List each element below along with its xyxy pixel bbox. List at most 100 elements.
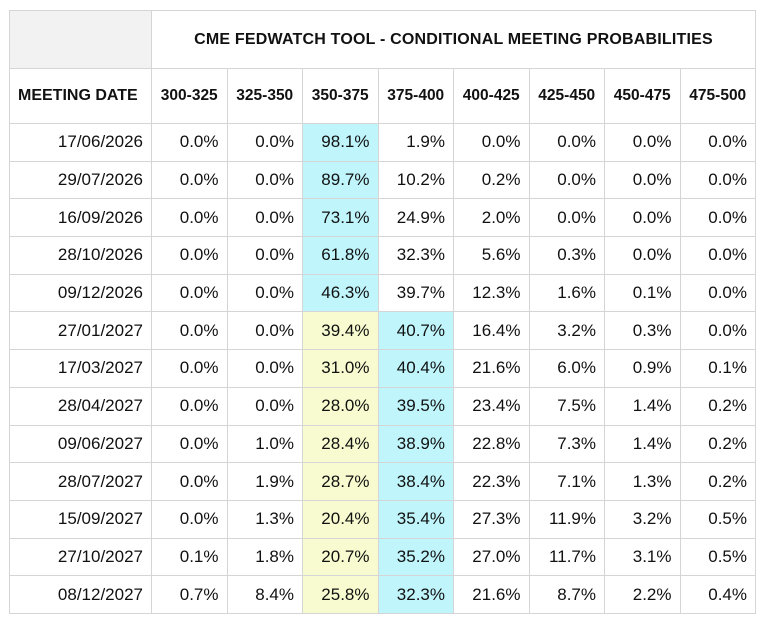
- table-row: 15/09/2027 0.0% 1.3% 20.4% 35.4% 27.3% 11.9% 3.…: [9, 499, 756, 539]
- probability-cell: 1.9%: [226, 462, 303, 501]
- meeting-date-cell: 28/07/2027: [9, 462, 152, 501]
- probability-cell: 32.3%: [377, 575, 454, 614]
- probability-cell: 73.1%: [302, 198, 379, 238]
- probability-cell: 0.1%: [151, 537, 228, 577]
- probability-cell: 1.3%: [226, 499, 303, 539]
- probability-cell: 0.0%: [151, 236, 228, 275]
- meeting-date-cell: 17/06/2026: [9, 123, 152, 162]
- probability-cell: 11.9%: [528, 499, 605, 539]
- probability-cell: 0.0%: [604, 236, 681, 275]
- probability-cell: 38.4%: [377, 462, 454, 501]
- probability-cell: 16.4%: [453, 311, 530, 351]
- meeting-date-cell: 09/06/2027: [9, 424, 152, 464]
- column-header-325-350: 325-350: [226, 68, 303, 124]
- probability-cell: 0.0%: [604, 123, 681, 162]
- probability-cell: 28.4%: [302, 424, 379, 464]
- probability-cell: 0.0%: [679, 273, 756, 313]
- probability-cell: 0.0%: [528, 123, 605, 162]
- probability-cell: 0.0%: [151, 123, 228, 162]
- probability-cell: 20.7%: [302, 537, 379, 577]
- column-header-row: MEETING DATE 300-325 325-350 350-375 375-40…: [9, 68, 756, 124]
- table-row: 28/07/2027 0.0% 1.9% 28.7% 38.4% 22.3% 7.1% 1.3…: [9, 462, 756, 501]
- meeting-date-cell: 09/12/2026: [9, 273, 152, 313]
- probability-cell: 0.0%: [226, 311, 303, 351]
- probability-cell: 0.5%: [679, 499, 756, 539]
- probability-cell: 1.9%: [377, 123, 454, 162]
- meeting-date-cell: 15/09/2027: [9, 499, 152, 539]
- probability-cell: 0.0%: [604, 198, 681, 238]
- probability-cell: 0.0%: [679, 311, 756, 351]
- meeting-date-cell: 28/04/2027: [9, 386, 152, 426]
- probability-cell: 0.0%: [226, 273, 303, 313]
- probability-cell: 46.3%: [302, 273, 379, 313]
- table-row: 16/09/2026 0.0% 0.0% 73.1% 24.9% 2.0% 0.0% 0.0%…: [9, 198, 756, 238]
- column-header-400-425: 400-425: [453, 68, 530, 124]
- table-body: 17/06/2026 0.0% 0.0% 98.1% 1.9% 0.0% 0.0% 0.0% 0…: [9, 123, 756, 614]
- probability-cell: 6.0%: [528, 349, 605, 388]
- probability-cell: 3.2%: [604, 499, 681, 539]
- meeting-date-header: MEETING DATE: [9, 68, 152, 124]
- table-row: 09/12/2026 0.0% 0.0% 46.3% 39.7% 12.3% 1.6% 0.1…: [9, 273, 756, 313]
- probability-cell: 0.0%: [604, 160, 681, 200]
- probability-cell: 0.0%: [151, 349, 228, 388]
- meeting-date-cell: 17/03/2027: [9, 349, 152, 388]
- meeting-date-cell: 28/10/2026: [9, 236, 152, 275]
- probability-cell: 0.0%: [679, 160, 756, 200]
- probability-cell: 22.3%: [453, 462, 530, 501]
- probability-cell: 0.0%: [151, 386, 228, 426]
- probability-cell: 7.1%: [528, 462, 605, 501]
- probability-cell: 0.2%: [679, 424, 756, 464]
- probability-cell: 31.0%: [302, 349, 379, 388]
- probability-cell: 0.0%: [679, 123, 756, 162]
- probability-cell: 27.0%: [453, 537, 530, 577]
- table-row: 28/10/2026 0.0% 0.0% 61.8% 32.3% 5.6% 0.3% 0.0%…: [9, 236, 756, 275]
- meeting-date-cell: 27/10/2027: [9, 537, 152, 577]
- probability-cell: 32.3%: [377, 236, 454, 275]
- probability-cell: 0.0%: [528, 198, 605, 238]
- probability-cell: 0.0%: [453, 123, 530, 162]
- probability-cell: 0.0%: [151, 273, 228, 313]
- probability-cell: 0.0%: [151, 462, 228, 501]
- probability-cell: 0.5%: [679, 537, 756, 577]
- probability-cell: 22.8%: [453, 424, 530, 464]
- probability-cell: 2.0%: [453, 198, 530, 238]
- meeting-date-cell: 27/01/2027: [9, 311, 152, 351]
- meeting-date-cell: 16/09/2026: [9, 198, 152, 238]
- probability-cell: 39.4%: [302, 311, 379, 351]
- column-header-300-325: 300-325: [151, 68, 228, 124]
- probability-cell: 0.0%: [226, 160, 303, 200]
- probability-cell: 0.1%: [604, 273, 681, 313]
- probability-cell: 5.6%: [453, 236, 530, 275]
- table-row: 27/01/2027 0.0% 0.0% 39.4% 40.7% 16.4% 3.2% 0.3…: [9, 311, 756, 351]
- probability-table: CME FEDWATCH TOOL - CONDITIONAL MEETING …: [9, 10, 756, 614]
- probability-cell: 8.4%: [226, 575, 303, 614]
- probability-cell: 0.4%: [679, 575, 756, 614]
- probability-cell: 1.4%: [604, 424, 681, 464]
- probability-cell: 0.0%: [226, 198, 303, 238]
- probability-cell: 7.5%: [528, 386, 605, 426]
- probability-cell: 1.6%: [528, 273, 605, 313]
- probability-cell: 0.2%: [453, 160, 530, 200]
- probability-cell: 0.0%: [151, 160, 228, 200]
- probability-cell: 0.0%: [226, 123, 303, 162]
- column-header-375-400: 375-400: [377, 68, 454, 124]
- probability-cell: 61.8%: [302, 236, 379, 275]
- probability-cell: 21.6%: [453, 349, 530, 388]
- probability-cell: 0.0%: [226, 349, 303, 388]
- table-row: 27/10/2027 0.1% 1.8% 20.7% 35.2% 27.0% 11.7% 3.…: [9, 537, 756, 577]
- table-row: 09/06/2027 0.0% 1.0% 28.4% 38.9% 22.8% 7.3% 1.4…: [9, 424, 756, 464]
- probability-cell: 27.3%: [453, 499, 530, 539]
- probability-cell: 38.9%: [377, 424, 454, 464]
- probability-cell: 25.8%: [302, 575, 379, 614]
- probability-cell: 3.1%: [604, 537, 681, 577]
- probability-cell: 0.0%: [151, 424, 228, 464]
- probability-cell: 0.7%: [151, 575, 228, 614]
- probability-cell: 3.2%: [528, 311, 605, 351]
- column-header-450-475: 450-475: [604, 68, 681, 124]
- table-row: 17/06/2026 0.0% 0.0% 98.1% 1.9% 0.0% 0.0% 0.0% 0…: [9, 123, 756, 162]
- column-header-350-375: 350-375: [302, 68, 379, 124]
- probability-cell: 0.0%: [679, 198, 756, 238]
- probability-cell: 0.3%: [604, 311, 681, 351]
- probability-cell: 0.2%: [679, 462, 756, 501]
- probability-cell: 0.0%: [151, 499, 228, 539]
